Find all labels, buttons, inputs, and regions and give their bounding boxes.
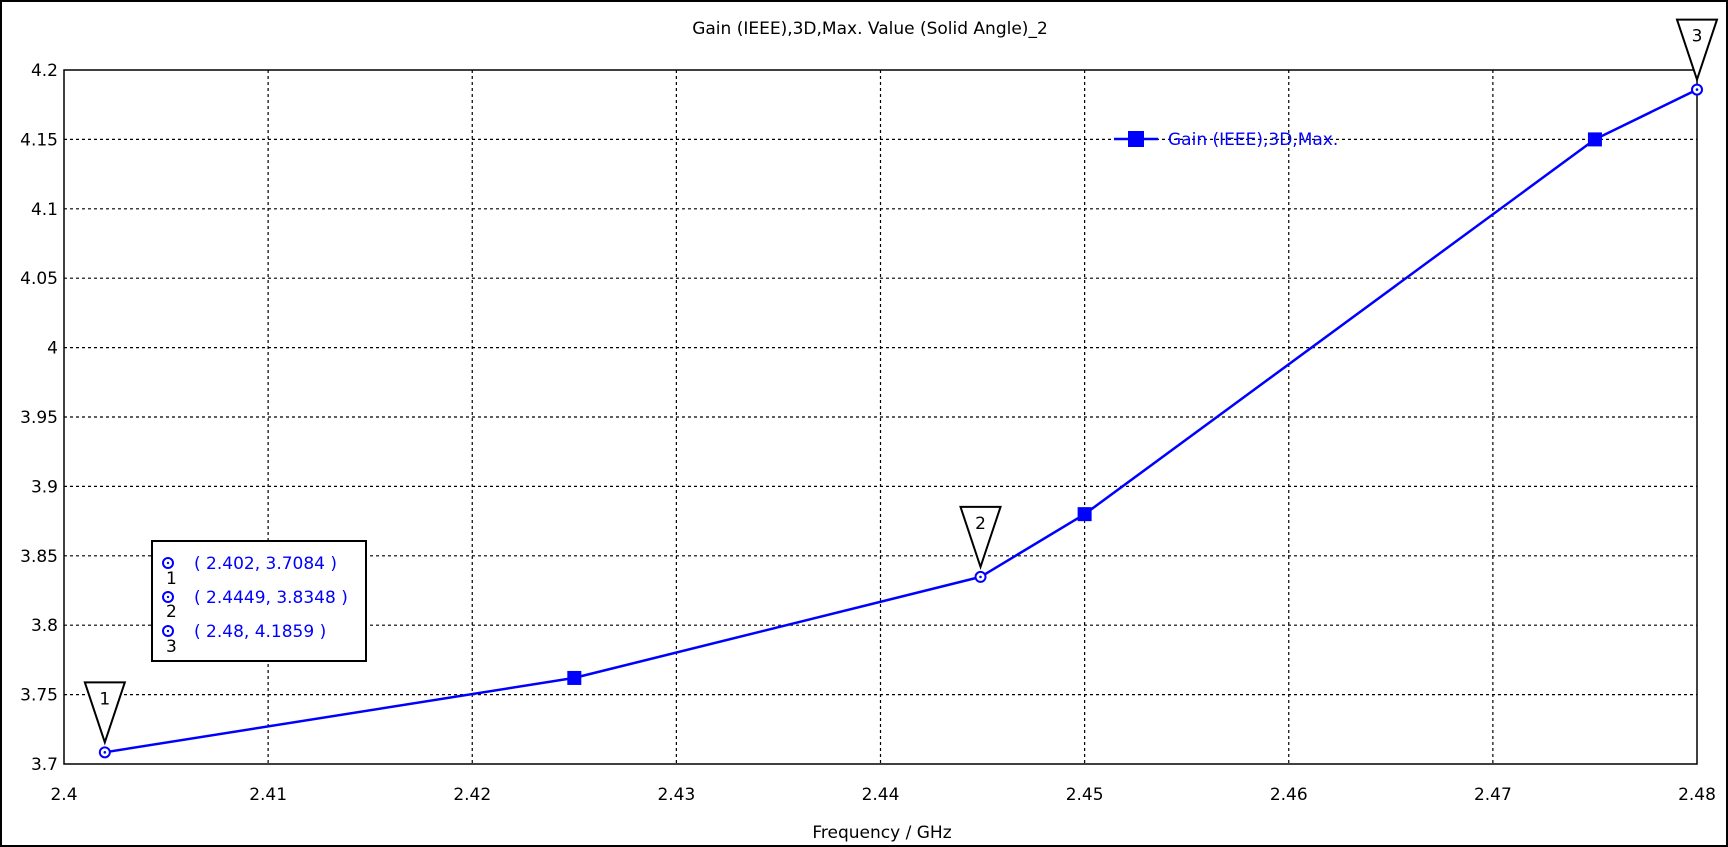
- marker-row-dot: [166, 561, 170, 565]
- marker-flag: [83, 681, 127, 746]
- marker-row-id: 2: [166, 602, 177, 622]
- x-axis-label: Frequency / GHz: [812, 823, 951, 843]
- legend: Gain (IEEE),3D,Max.: [1114, 130, 1338, 150]
- plot-area-border: [63, 69, 1698, 765]
- y-tick-label: 4.2: [31, 61, 58, 81]
- marker-point-dot: [1695, 88, 1699, 91]
- y-tick-label: 3.9: [31, 477, 58, 497]
- y-tick-label: 3.85: [20, 547, 58, 567]
- data-point-square: [567, 670, 582, 685]
- chart-title: Gain (IEEE),3D,Max. Value (Solid Angle)_…: [692, 19, 1048, 39]
- x-tick-label: 2.48: [1678, 785, 1716, 805]
- x-tick-label: 2.44: [862, 785, 900, 805]
- marker-flag: [959, 505, 1002, 571]
- y-tick-label: 3.75: [20, 686, 58, 706]
- marker-flag: [1675, 18, 1719, 83]
- series-layer: [104, 88, 1698, 754]
- y-tick-label: 3.7: [31, 755, 58, 775]
- y-tick-label: 4.05: [20, 269, 58, 289]
- x-tick-label: 2.45: [1066, 785, 1104, 805]
- y-tick-label: 3.8: [31, 616, 58, 636]
- x-tick-label: 2.43: [657, 785, 695, 805]
- marker-flag-label: 3: [1692, 27, 1703, 47]
- marker-info-box-frame: [151, 540, 367, 662]
- legend-square-marker: [1128, 131, 1144, 147]
- y-tick-label: 4: [47, 339, 58, 359]
- x-tick-label: 2.4: [50, 785, 77, 805]
- marker-row-coords: ( 2.48, 4.1859 ): [194, 622, 326, 642]
- marker-row-coords: ( 2.402, 3.7084 ): [194, 554, 337, 574]
- marker-flag-label: 1: [99, 689, 110, 709]
- y-tick-label: 4.1: [31, 200, 58, 220]
- marker-row-id: 1: [166, 569, 177, 589]
- marker-layer: 1 2 3: [83, 18, 1719, 759]
- marker-row-dot: [166, 629, 170, 633]
- marker-info-box: 1 ( 2.402, 3.7084 ) 2 ( 2.4449, 3.8348 )…: [151, 540, 367, 662]
- marker-point-dot: [979, 575, 982, 579]
- marker-row-dot: [166, 595, 170, 599]
- marker-flag-label: 2: [975, 514, 986, 534]
- tick-layer: 2.4 2.41 2.42 2.43 2.44 2.45 2.46 2.47 2.48 3.7 3.…: [20, 61, 1716, 805]
- x-tick-label: 2.41: [249, 785, 287, 805]
- x-tick-label: 2.42: [453, 785, 491, 805]
- data-point-square: [1077, 507, 1092, 522]
- data-point-square: [1587, 132, 1602, 147]
- marker-point-dot: [103, 751, 107, 754]
- x-tick-label: 2.47: [1474, 785, 1512, 805]
- y-tick-label: 4.15: [20, 130, 58, 150]
- series-line: [104, 88, 1698, 754]
- legend-series-label: Gain (IEEE),3D,Max.: [1168, 130, 1338, 150]
- marker-row-id: 3: [166, 637, 177, 657]
- x-tick-label: 2.46: [1270, 785, 1308, 805]
- marker-row-coords: ( 2.4449, 3.8348 ): [194, 588, 348, 608]
- y-tick-label: 3.95: [20, 408, 58, 428]
